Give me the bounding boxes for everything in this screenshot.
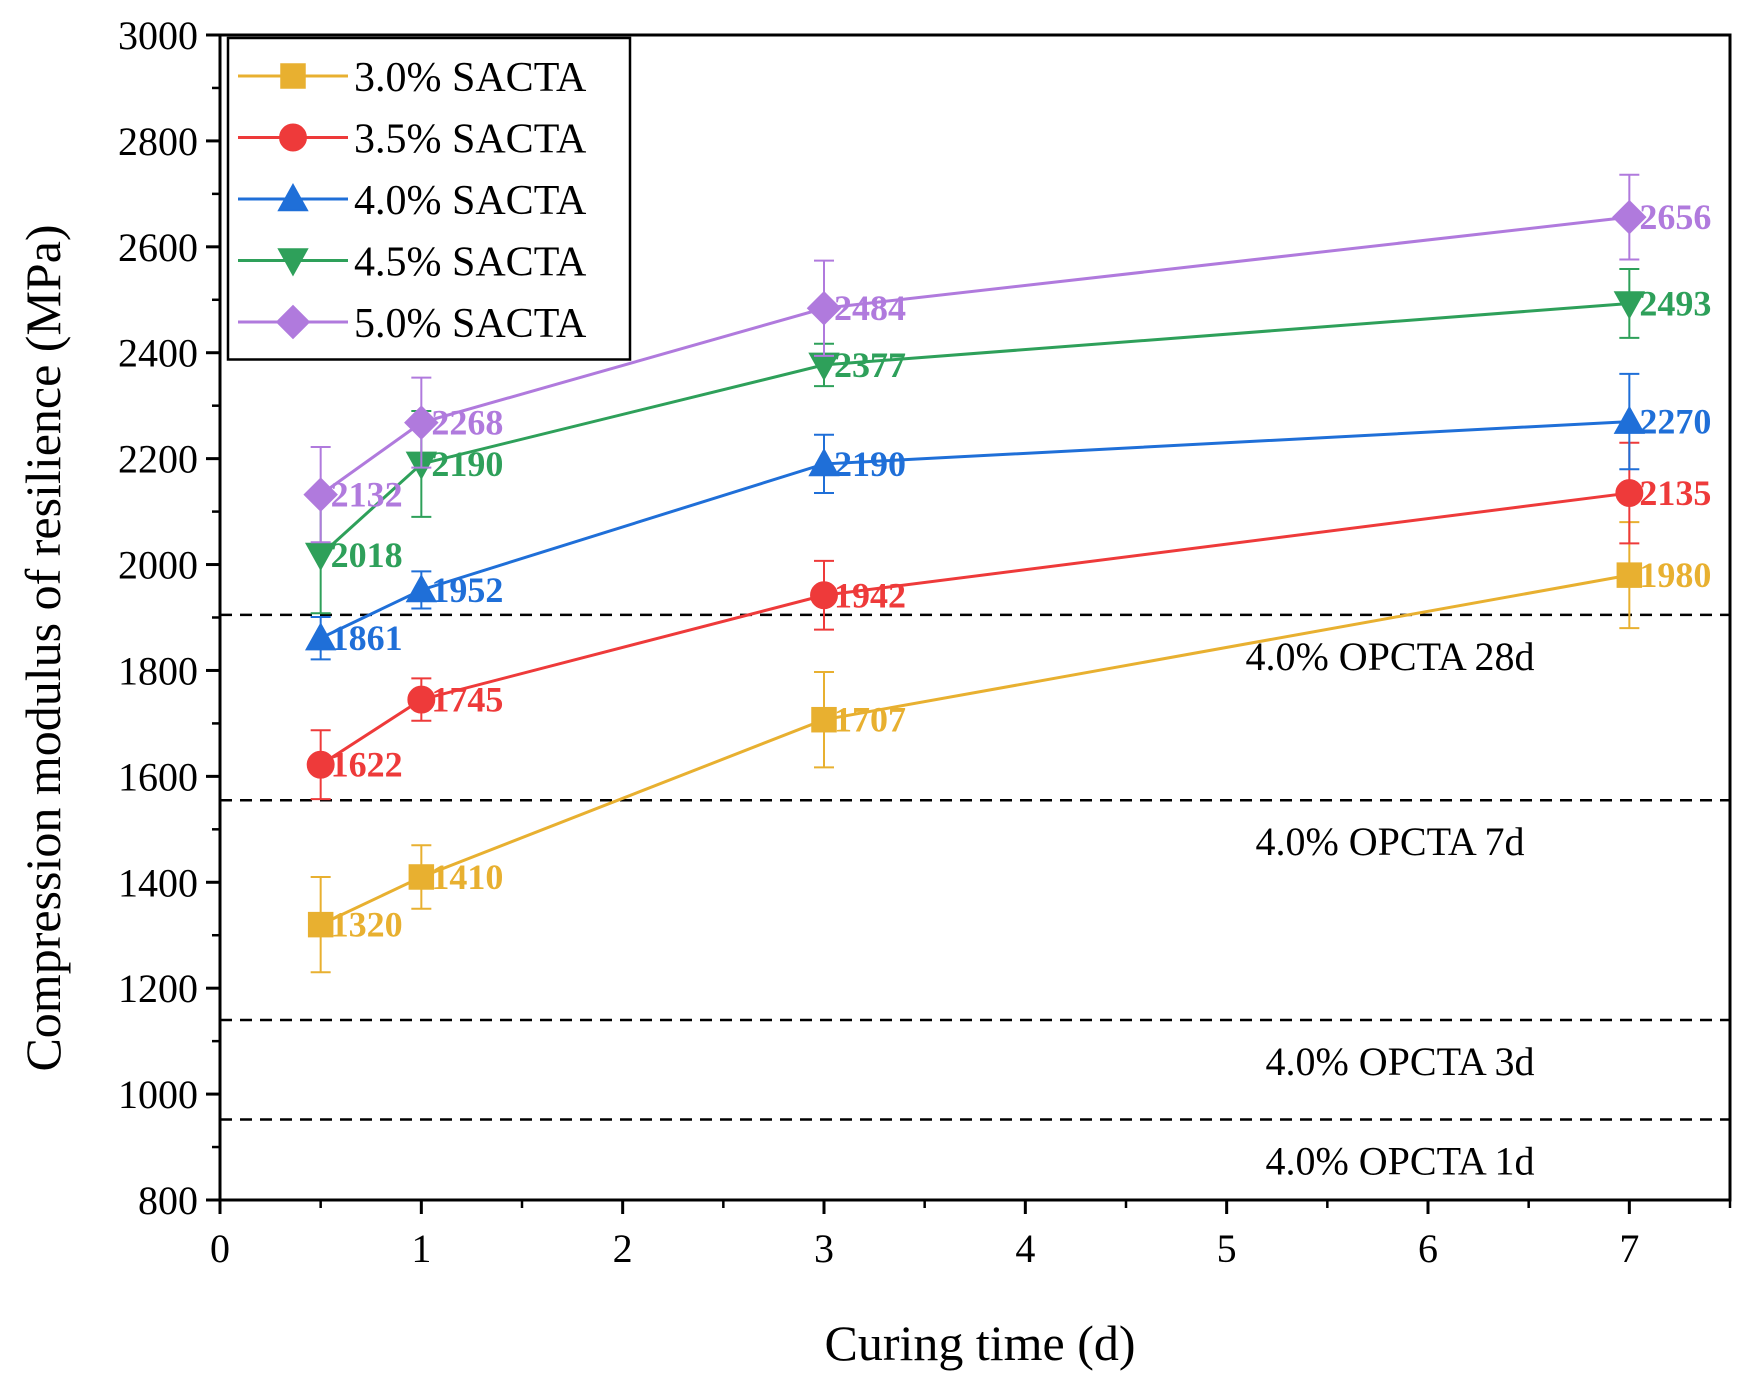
data-label: 2270 <box>1639 402 1711 442</box>
series-3-0-sacta: 1320 1410 1707 1980 <box>307 521 1711 974</box>
data-label: 2190 <box>431 444 503 484</box>
data-point <box>808 447 840 477</box>
data-label: 2377 <box>834 345 906 385</box>
x-tick-label: 2 <box>613 1226 633 1271</box>
reference-line-label: 4.0% OPCTA 3d <box>1265 1039 1534 1084</box>
series-line <box>320 420 1630 640</box>
data-point <box>811 706 837 733</box>
data-point <box>1613 405 1646 434</box>
x-tick-label: 3 <box>814 1226 834 1271</box>
y-tick-label: 2200 <box>118 437 198 482</box>
y-tick-label: 1000 <box>118 1072 198 1117</box>
x-tick-label: 1 <box>411 1226 431 1271</box>
legend-label: 4.0% SACTA <box>354 178 587 224</box>
legend-item: 4.5% SACTA <box>238 240 587 286</box>
reference-line-label: 4.0% OPCTA 28d <box>1245 634 1534 679</box>
data-label: 2018 <box>331 535 403 575</box>
data-label: 2493 <box>1639 283 1711 323</box>
y-tick-label: 1600 <box>118 754 198 799</box>
x-tick-label: 0 <box>210 1226 230 1271</box>
y-axis-title: Compression modulus of resilience (MPa) <box>15 224 71 1071</box>
data-label: 1980 <box>1639 555 1711 595</box>
y-tick-label: 2800 <box>118 119 198 164</box>
data-point <box>306 750 335 779</box>
legend-item: 3.0% SACTA <box>238 55 587 101</box>
data-point <box>404 405 439 440</box>
y-tick-label: 2600 <box>118 225 198 270</box>
data-label: 2132 <box>331 475 403 515</box>
x-tick-label: 7 <box>1619 1226 1639 1271</box>
data-label: 2190 <box>834 444 906 484</box>
x-tick-label: 5 <box>1217 1226 1237 1271</box>
data-point <box>304 622 337 651</box>
y-tick-label: 3000 <box>118 13 198 58</box>
legend: 3.0% SACTA 3.5% SACTA 4.0% SACTA 4.5% SACTA… <box>226 36 632 361</box>
data-point <box>303 477 338 512</box>
y-tick-label: 2400 <box>118 331 198 376</box>
legend-marker <box>277 183 309 212</box>
data-point <box>1615 479 1644 508</box>
data-label: 2656 <box>1639 197 1711 237</box>
legend-label: 4.5% SACTA <box>354 240 587 286</box>
data-point <box>810 581 838 610</box>
data-label: 1622 <box>331 745 403 785</box>
legend-label: 5.0% SACTA <box>354 301 587 347</box>
legend-marker <box>280 63 306 89</box>
data-point <box>1613 291 1646 320</box>
series-layer: 1320 1410 1707 1980 1622 1745 1942 2135 1861 1952… <box>303 173 1711 974</box>
data-label: 1952 <box>431 570 503 610</box>
data-point <box>1616 562 1643 588</box>
data-point <box>405 574 438 603</box>
data-label: 2268 <box>431 403 503 443</box>
data-point <box>307 911 334 938</box>
series-line <box>319 301 1630 557</box>
data-label: 2135 <box>1639 473 1711 513</box>
y-tick-label: 1800 <box>118 648 198 693</box>
legend-label: 3.5% SACTA <box>354 117 587 163</box>
data-point <box>806 290 842 326</box>
y-tick-label: 2000 <box>118 543 198 588</box>
legend-marker <box>279 123 307 152</box>
data-point <box>407 685 436 714</box>
series-line <box>320 573 1630 926</box>
x-tick-label: 6 <box>1418 1226 1438 1271</box>
legend-marker <box>275 304 311 340</box>
reference-line-label: 4.0% OPCTA 7d <box>1255 819 1524 864</box>
series-line <box>319 491 1630 766</box>
y-tick-label: 1200 <box>118 966 198 1011</box>
series-4-5-sacta: 2018 2190 2377 2493 <box>304 268 1711 615</box>
x-tick-label: 4 <box>1015 1226 1035 1271</box>
legend-item: 4.0% SACTA <box>238 178 587 224</box>
data-point <box>408 864 435 890</box>
legend-item: 3.5% SACTA <box>238 117 587 163</box>
axes: 800 1000 1200 1400 1600 1800 2000 2200 2400 2600 2… <box>118 13 1732 1271</box>
data-point <box>1612 199 1647 235</box>
data-label: 1861 <box>331 618 403 658</box>
reference-line-label: 4.0% OPCTA 1d <box>1265 1139 1534 1184</box>
legend-label: 3.0% SACTA <box>354 55 587 101</box>
data-label: 1707 <box>834 700 906 740</box>
legend-marker <box>277 248 309 277</box>
data-point <box>304 542 337 571</box>
series-line <box>319 215 1630 496</box>
series-5-0-sacta: 2132 2268 2484 2656 <box>303 173 1711 544</box>
series-3-5-sacta: 1622 1745 1942 2135 <box>306 441 1711 801</box>
data-label: 1745 <box>431 680 503 720</box>
data-label: 2484 <box>834 288 906 328</box>
data-label: 1320 <box>331 905 403 945</box>
reference-lines: 4.0% OPCTA 28d 4.0% OPCTA 7d 4.0% OPCTA 3d… <box>220 613 1730 1184</box>
y-tick-label: 1400 <box>118 860 198 905</box>
data-label: 1942 <box>834 575 906 615</box>
legend-item: 5.0% SACTA <box>238 301 587 347</box>
data-label: 1410 <box>431 857 503 897</box>
y-tick-label: 800 <box>138 1178 198 1223</box>
series-4-0-sacta: 1861 1952 2190 2270 <box>304 372 1711 661</box>
x-axis-title: Curing time (d) <box>824 1315 1135 1371</box>
